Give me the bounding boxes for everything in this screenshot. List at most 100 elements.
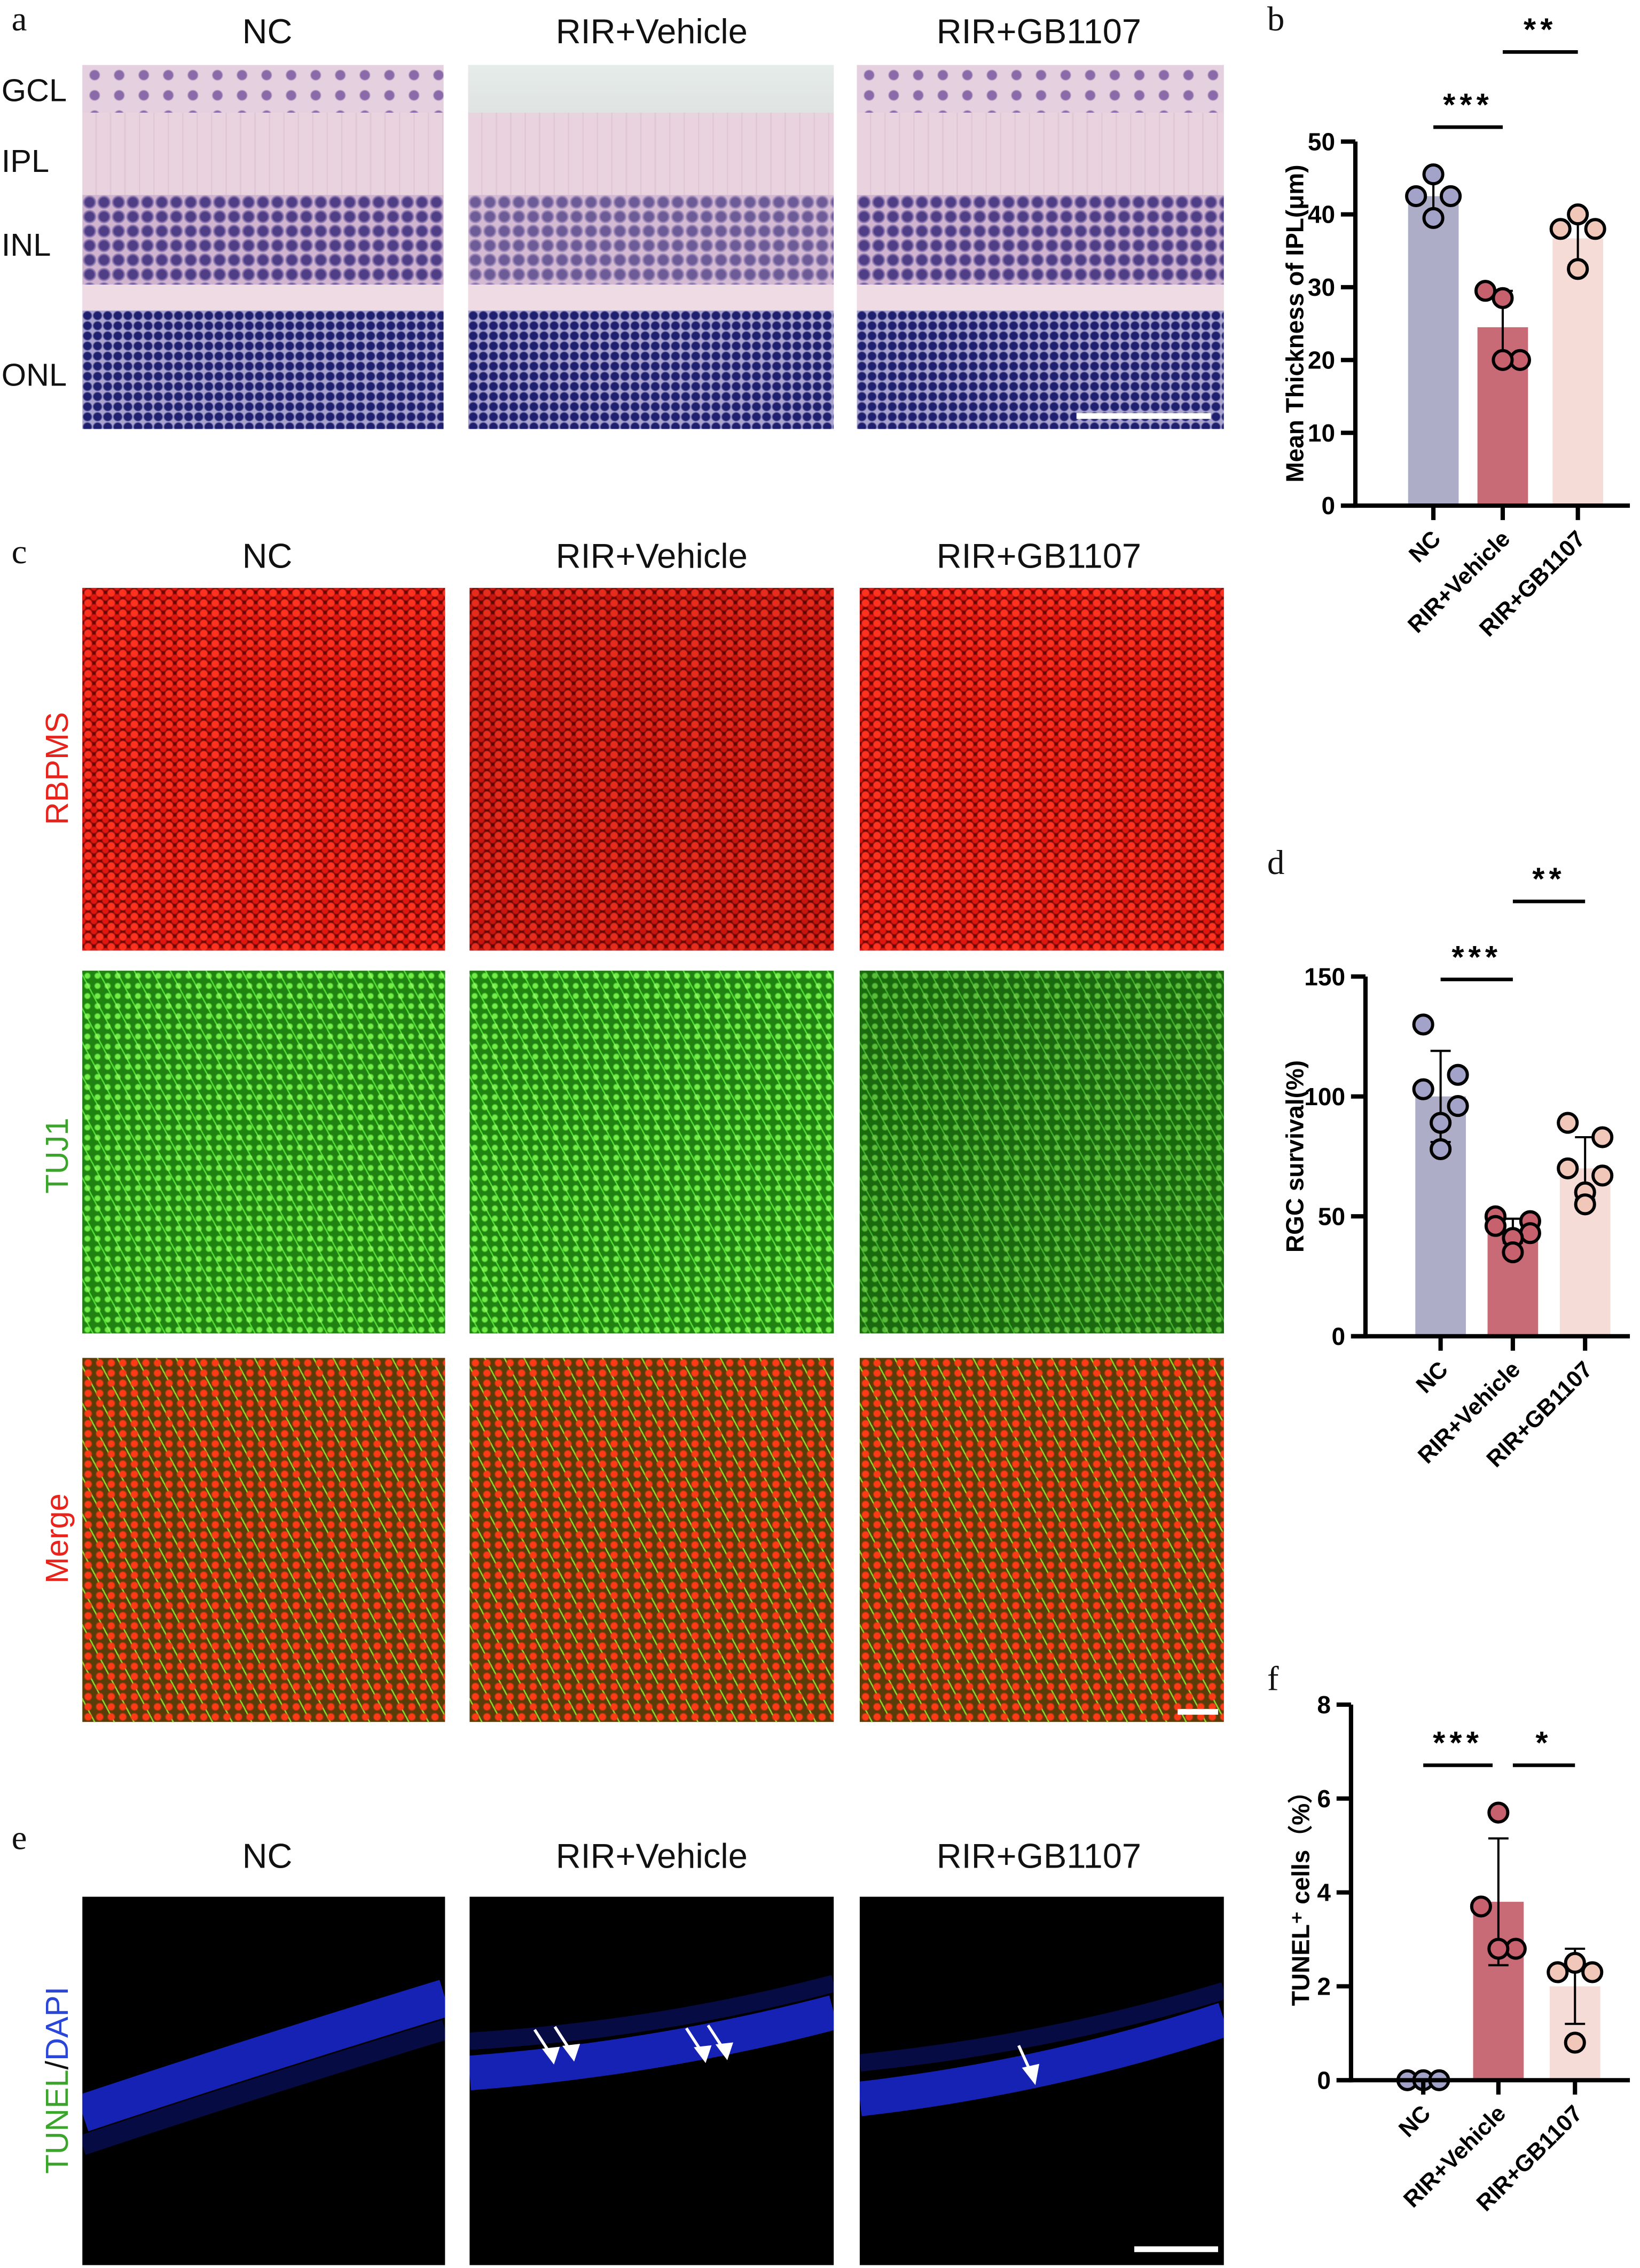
merge-image-vehicle	[469, 1358, 834, 1722]
y-tick-label: 0	[1322, 492, 1336, 519]
data-point	[1564, 1951, 1586, 1974]
data-point	[1591, 1164, 1614, 1187]
column-title-nc: NC	[242, 537, 293, 577]
arrow-icons	[533, 2024, 734, 2065]
data-point	[1591, 1126, 1614, 1148]
bar-NC	[1408, 196, 1459, 506]
data-point	[1430, 1138, 1452, 1161]
significance-label: **	[1524, 12, 1557, 48]
data-point	[1557, 1157, 1579, 1179]
data-point	[1502, 1241, 1524, 1264]
data-point	[1574, 1193, 1596, 1216]
data-point	[1487, 1801, 1510, 1824]
he-image-vehicle	[468, 65, 834, 429]
column-title-nc: NC	[242, 1837, 293, 1877]
y-tick-label: 8	[1317, 1691, 1331, 1719]
data-point	[1557, 1112, 1579, 1134]
column-title-vehicle: RIR+Vehicle	[555, 537, 748, 577]
y-tick-label: 0	[1317, 2066, 1331, 2094]
x-tick-label: NC	[1394, 2100, 1435, 2142]
layer-label-ipl: IPL	[1, 143, 50, 179]
y-tick-label: 40	[1308, 201, 1335, 229]
layer-label-inl: INL	[1, 226, 51, 263]
significance-label: **	[1532, 861, 1566, 897]
significance-label: *	[1535, 1725, 1552, 1761]
y-tick-label: 150	[1304, 963, 1345, 990]
significance-label: ***	[1451, 939, 1502, 975]
y-tick-label: 20	[1308, 346, 1335, 374]
y-axis-title: TUNEL⁺ cells（%）	[1286, 1779, 1314, 2006]
data-point	[1422, 163, 1445, 186]
data-point	[1492, 349, 1514, 371]
tuj1-image-gb1107	[859, 971, 1224, 1334]
y-axis-title: RGC survival(%)	[1281, 1060, 1309, 1253]
rbpms-image-vehicle	[469, 588, 834, 951]
layer-label-gcl: GCL	[1, 72, 67, 108]
y-axis-title: Mean Thickness of IPL(μm)	[1281, 164, 1309, 482]
bar-RIR+GB1107	[1552, 238, 1604, 506]
column-title-gb1107: RIR+GB1107	[936, 537, 1142, 577]
data-point	[1412, 1013, 1434, 1036]
data-point	[1484, 1215, 1506, 1237]
column-title-vehicle: RIR+Vehicle	[555, 1837, 748, 1877]
panel-label-d: d	[1267, 845, 1285, 883]
y-tick-label: 10	[1308, 419, 1335, 447]
data-point	[1405, 185, 1427, 208]
y-tick-label: 6	[1317, 1785, 1331, 1813]
data-point	[1564, 2031, 1586, 2054]
panel-label-e: e	[11, 1820, 27, 1858]
merge-image-nc	[82, 1358, 445, 1722]
data-point	[1584, 218, 1606, 240]
data-point	[1567, 203, 1589, 226]
data-point	[1581, 1961, 1604, 1983]
scale-bar	[1134, 2246, 1218, 2253]
column-title-gb1107: RIR+GB1107	[936, 13, 1142, 52]
panel-label-c: c	[11, 534, 27, 572]
y-tick-label: 4	[1317, 1879, 1331, 1907]
data-point	[1439, 185, 1462, 208]
column-title-nc: NC	[242, 13, 293, 52]
rbpms-image-nc	[82, 588, 445, 951]
tunel-image-vehicle	[469, 1896, 834, 2265]
rbpms-image-gb1107	[859, 588, 1224, 951]
scale-bar	[1076, 413, 1211, 419]
data-point	[1422, 207, 1445, 229]
tuj1-image-nc	[82, 971, 445, 1334]
x-tick-label: NC	[1411, 1357, 1453, 1398]
panel-label-b: b	[1267, 1, 1285, 40]
data-point	[1430, 1112, 1452, 1134]
significance-label: ***	[1443, 86, 1493, 122]
data-point	[1567, 258, 1589, 280]
panel-label-f: f	[1267, 1661, 1279, 1699]
significance-label: ***	[1433, 1725, 1483, 1761]
y-tick-label: 50	[1308, 128, 1335, 155]
tunel-image-nc	[82, 1896, 445, 2265]
data-point	[1547, 1961, 1569, 1983]
tuj1-image-vehicle	[469, 971, 834, 1334]
panel-label-a: a	[11, 1, 27, 40]
y-tick-label: 100	[1304, 1083, 1345, 1111]
column-title-gb1107: RIR+GB1107	[936, 1837, 1142, 1877]
data-point	[1487, 1938, 1510, 1960]
data-point	[1412, 1078, 1434, 1100]
layer-label-onl: ONL	[1, 357, 67, 393]
he-image-gb1107	[857, 65, 1224, 429]
y-tick-label: 0	[1331, 1322, 1345, 1350]
x-tick-label: NC	[1404, 526, 1446, 568]
scale-bar	[1178, 1708, 1218, 1715]
column-title-vehicle: RIR+Vehicle	[555, 13, 748, 52]
he-image-nc	[82, 65, 444, 429]
data-point	[1447, 1064, 1469, 1086]
y-tick-label: 30	[1308, 273, 1335, 301]
tunel-image-gb1107	[859, 1896, 1224, 2265]
y-tick-label: 2	[1317, 1973, 1331, 2001]
data-point	[1447, 1095, 1469, 1117]
data-point	[1474, 280, 1497, 302]
merge-image-gb1107	[859, 1358, 1224, 1722]
data-point	[1470, 1895, 1492, 1918]
